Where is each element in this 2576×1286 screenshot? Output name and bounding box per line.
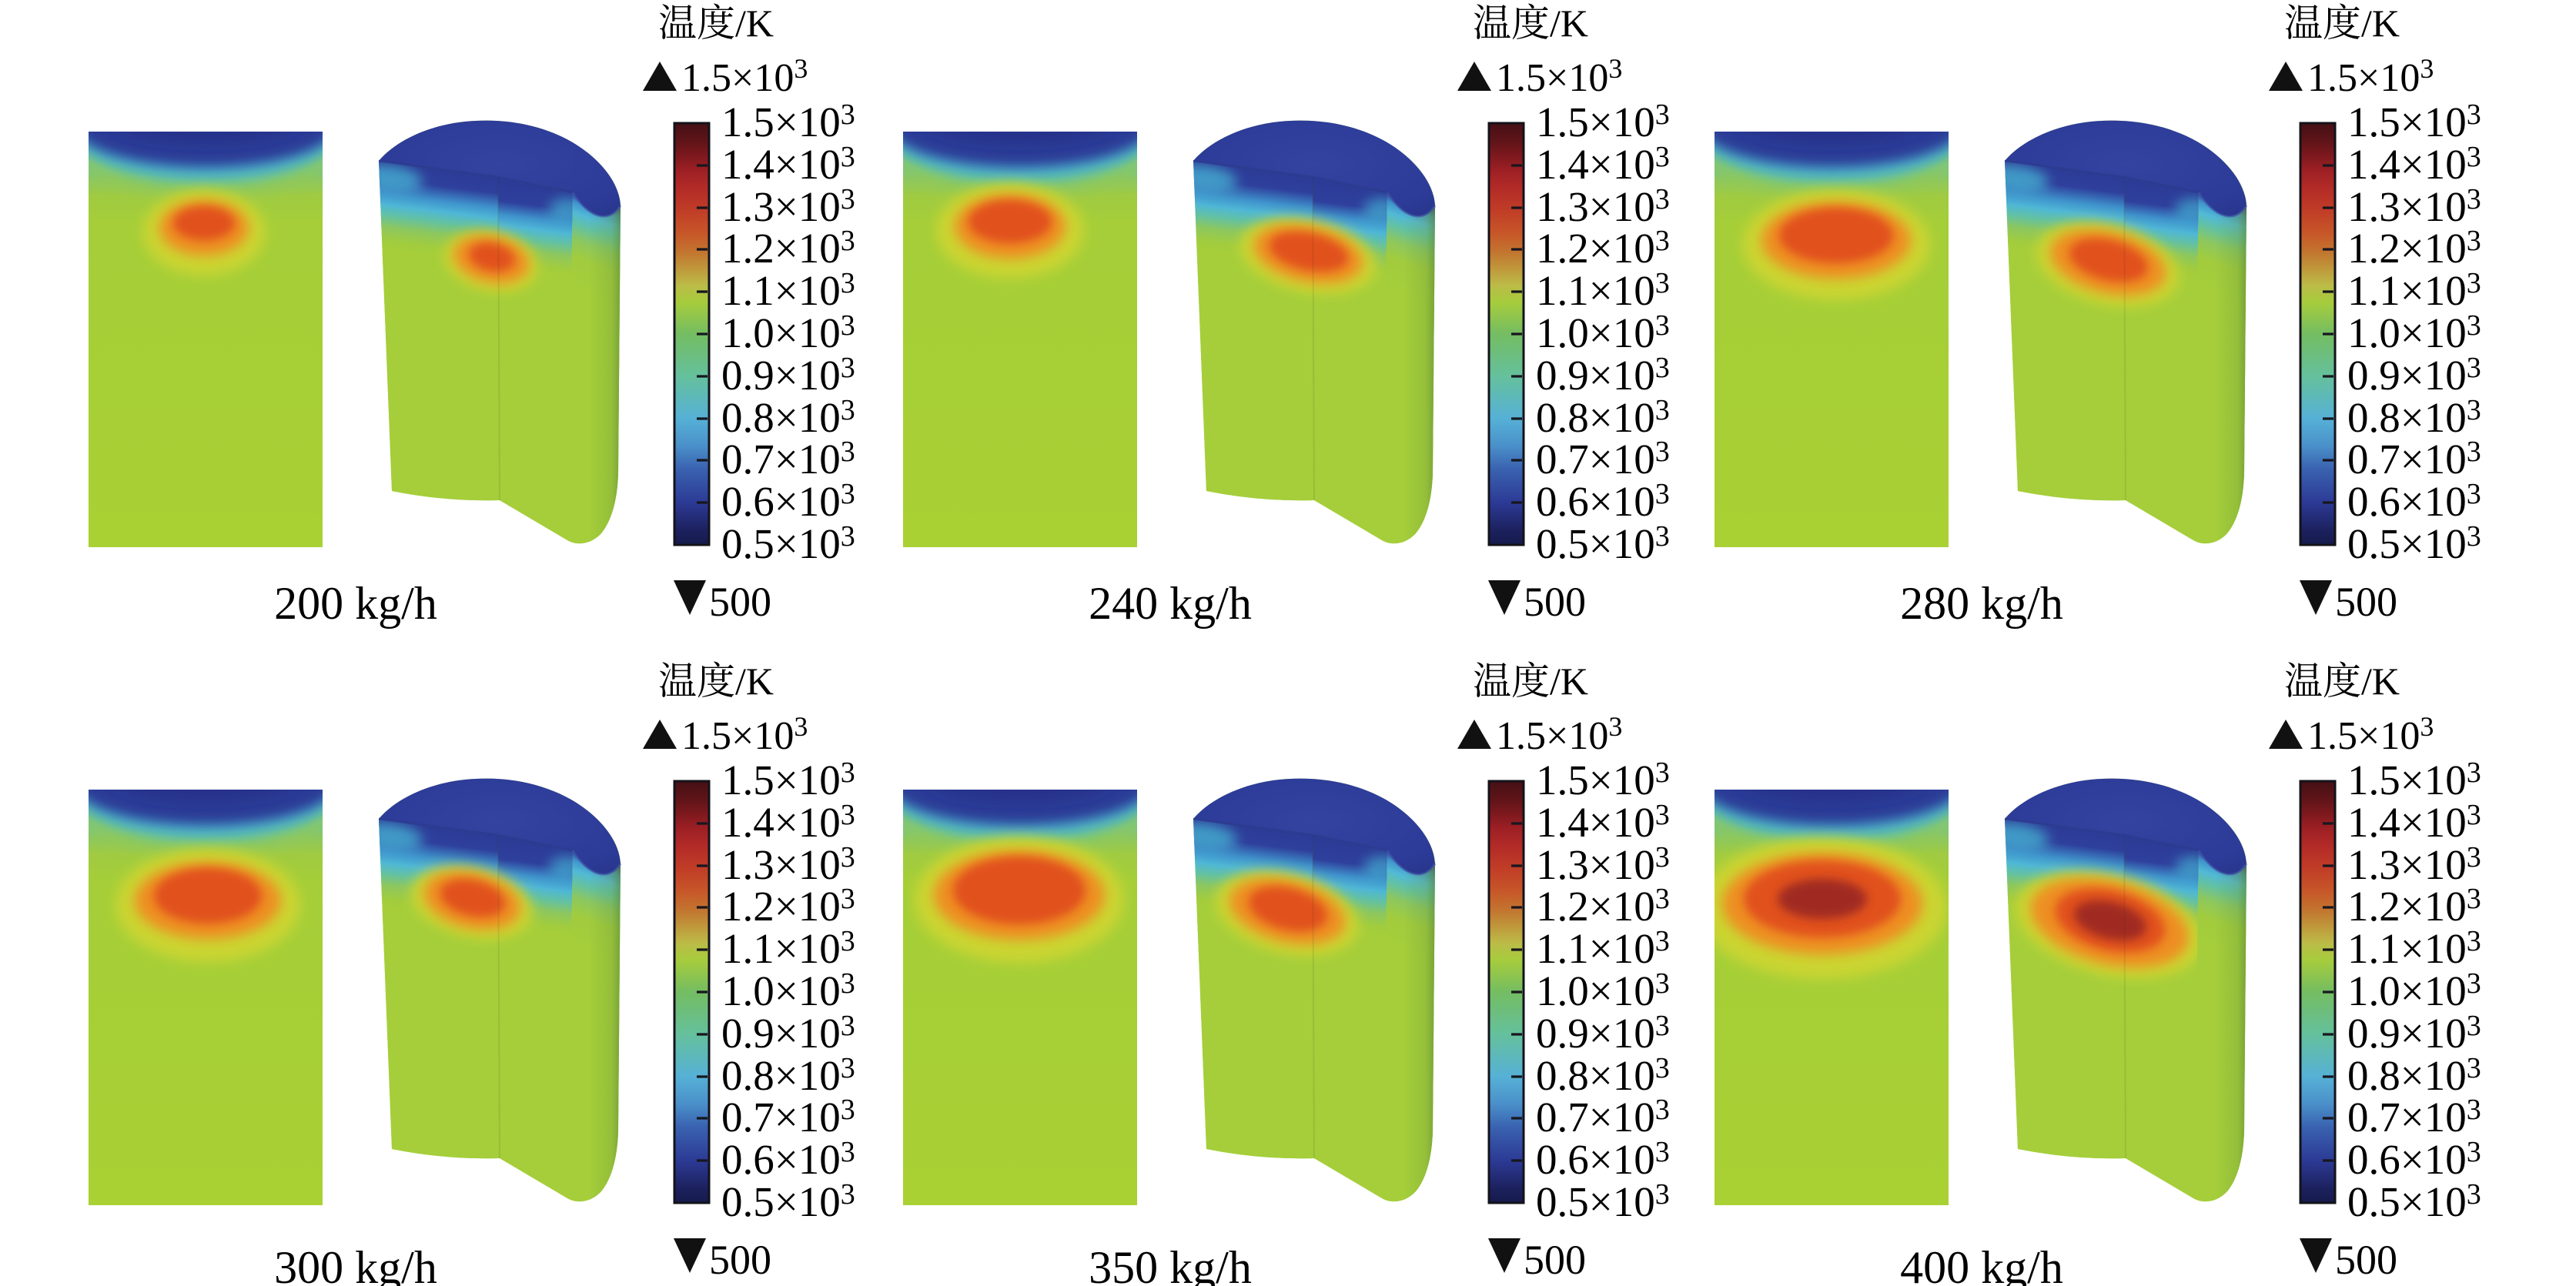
- svg-text:1.0×103: 1.0×103: [721, 309, 855, 356]
- svg-text:1.5×103: 1.5×103: [721, 99, 855, 145]
- svg-text:1.1×103: 1.1×103: [1536, 267, 1670, 314]
- svg-text:1.2×103: 1.2×103: [1536, 883, 1670, 930]
- svg-text:1.2×103: 1.2×103: [2347, 883, 2481, 930]
- svg-text:0.9×103: 0.9×103: [721, 1010, 855, 1057]
- svg-text:350 kg/h: 350 kg/h: [1089, 1242, 1252, 1286]
- svg-text:/K: /K: [2361, 660, 2400, 703]
- svg-text:500: 500: [1524, 1237, 1586, 1283]
- svg-text:1.0×103: 1.0×103: [2347, 967, 2481, 1014]
- svg-text:0.8×103: 0.8×103: [1536, 394, 1670, 441]
- svg-text:0.6×103: 0.6×103: [2347, 1136, 2481, 1183]
- svg-text:1.2×103: 1.2×103: [1536, 225, 1670, 272]
- svg-text:1.4×103: 1.4×103: [1536, 141, 1670, 188]
- svg-text:1.4×103: 1.4×103: [2347, 799, 2481, 846]
- svg-text:0.9×103: 0.9×103: [2347, 352, 2481, 399]
- svg-text:0.6×103: 0.6×103: [721, 478, 855, 525]
- svg-text:1.2×103: 1.2×103: [721, 883, 855, 930]
- svg-text:/K: /K: [1550, 2, 1588, 45]
- svg-text:1.5×103: 1.5×103: [1536, 99, 1670, 145]
- svg-text:0.8×103: 0.8×103: [2347, 394, 2481, 441]
- svg-text:1.0×103: 1.0×103: [1536, 967, 1670, 1014]
- svg-text:1.1×103: 1.1×103: [721, 267, 855, 314]
- svg-text:1.4×103: 1.4×103: [721, 799, 855, 846]
- svg-text:1.0×103: 1.0×103: [721, 967, 855, 1014]
- svg-text:0.7×103: 0.7×103: [1536, 436, 1670, 483]
- svg-text:0.9×103: 0.9×103: [1536, 352, 1670, 399]
- svg-text:500: 500: [2335, 1237, 2397, 1283]
- svg-text:1.5×103: 1.5×103: [1536, 757, 1670, 803]
- svg-text:1.1×103: 1.1×103: [1536, 925, 1670, 972]
- svg-text:1.3×103: 1.3×103: [2347, 841, 2481, 888]
- svg-text:0.6×103: 0.6×103: [1536, 1136, 1670, 1183]
- svg-text:/K: /K: [735, 660, 774, 703]
- svg-text:1.4×103: 1.4×103: [2347, 141, 2481, 188]
- svg-text:0.7×103: 0.7×103: [721, 1094, 855, 1141]
- svg-text:/K: /K: [2361, 2, 2400, 45]
- svg-text:1.3×103: 1.3×103: [1536, 183, 1670, 230]
- svg-text:0.9×103: 0.9×103: [1536, 1010, 1670, 1057]
- svg-text:/K: /K: [1550, 660, 1588, 703]
- svg-text:1.4×103: 1.4×103: [1536, 799, 1670, 846]
- svg-text:200 kg/h: 200 kg/h: [274, 578, 437, 629]
- svg-text:400 kg/h: 400 kg/h: [1900, 1242, 2063, 1286]
- svg-text:0.6×103: 0.6×103: [721, 1136, 855, 1183]
- svg-text:1.0×103: 1.0×103: [1536, 309, 1670, 356]
- svg-text:0.7×103: 0.7×103: [2347, 436, 2481, 483]
- svg-text:1.1×103: 1.1×103: [721, 925, 855, 972]
- svg-text:0.8×103: 0.8×103: [721, 394, 855, 441]
- svg-text:1.5×103: 1.5×103: [2347, 99, 2481, 145]
- svg-text:1.1×103: 1.1×103: [2347, 267, 2481, 314]
- svg-text:0.9×103: 0.9×103: [721, 352, 855, 399]
- svg-text:1.5×103: 1.5×103: [2307, 53, 2434, 100]
- svg-text:/K: /K: [735, 2, 774, 45]
- svg-text:1.3×103: 1.3×103: [721, 841, 855, 888]
- svg-text:0.5×103: 0.5×103: [721, 520, 855, 567]
- svg-text:0.9×103: 0.9×103: [2347, 1010, 2481, 1057]
- svg-text:500: 500: [2335, 579, 2397, 625]
- svg-text:500: 500: [709, 579, 771, 625]
- svg-text:1.5×103: 1.5×103: [681, 53, 808, 100]
- svg-text:0.5×103: 0.5×103: [1536, 1178, 1670, 1225]
- svg-text:1.1×103: 1.1×103: [2347, 925, 2481, 972]
- svg-text:0.6×103: 0.6×103: [1536, 478, 1670, 525]
- svg-text:1.3×103: 1.3×103: [2347, 183, 2481, 230]
- svg-text:240 kg/h: 240 kg/h: [1089, 578, 1252, 629]
- svg-text:1.5×103: 1.5×103: [2347, 757, 2481, 803]
- svg-text:1.5×103: 1.5×103: [2307, 711, 2434, 758]
- svg-text:1.3×103: 1.3×103: [1536, 841, 1670, 888]
- svg-text:1.2×103: 1.2×103: [2347, 225, 2481, 272]
- svg-text:1.4×103: 1.4×103: [721, 141, 855, 188]
- svg-text:1.5×103: 1.5×103: [1496, 711, 1622, 758]
- svg-text:0.7×103: 0.7×103: [2347, 1094, 2481, 1141]
- svg-text:0.8×103: 0.8×103: [1536, 1052, 1670, 1099]
- svg-text:300 kg/h: 300 kg/h: [274, 1242, 437, 1286]
- svg-text:0.5×103: 0.5×103: [2347, 520, 2481, 567]
- svg-text:0.5×103: 0.5×103: [721, 1178, 855, 1225]
- svg-text:0.6×103: 0.6×103: [2347, 478, 2481, 525]
- svg-text:0.7×103: 0.7×103: [1536, 1094, 1670, 1141]
- svg-text:280 kg/h: 280 kg/h: [1900, 578, 2063, 629]
- svg-text:500: 500: [1524, 579, 1586, 625]
- svg-text:0.7×103: 0.7×103: [721, 436, 855, 483]
- svg-text:0.8×103: 0.8×103: [2347, 1052, 2481, 1099]
- svg-text:0.5×103: 0.5×103: [2347, 1178, 2481, 1225]
- svg-text:1.5×103: 1.5×103: [721, 757, 855, 803]
- svg-text:0.5×103: 0.5×103: [1536, 520, 1670, 567]
- svg-text:0.8×103: 0.8×103: [721, 1052, 855, 1099]
- svg-text:500: 500: [709, 1237, 771, 1283]
- svg-text:1.5×103: 1.5×103: [681, 711, 808, 758]
- svg-text:1.2×103: 1.2×103: [721, 225, 855, 272]
- svg-text:1.0×103: 1.0×103: [2347, 309, 2481, 356]
- svg-text:1.5×103: 1.5×103: [1496, 53, 1622, 100]
- svg-text:1.3×103: 1.3×103: [721, 183, 855, 230]
